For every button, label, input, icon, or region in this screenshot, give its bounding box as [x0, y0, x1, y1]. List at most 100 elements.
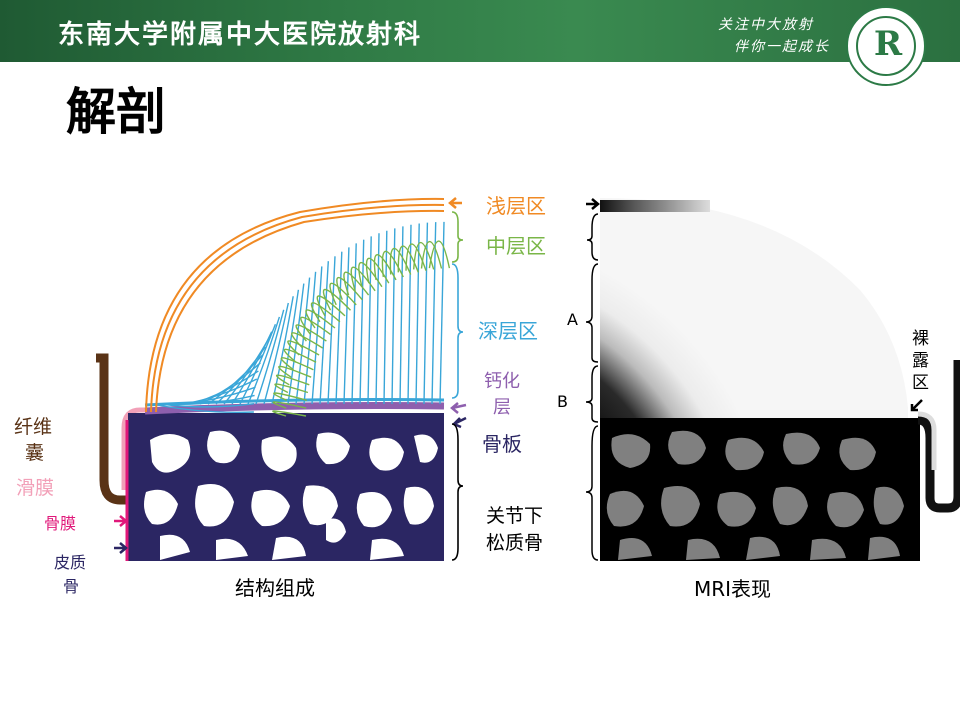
- deep-zone-fibers: [151, 221, 445, 414]
- middle-arcade: [272, 410, 307, 417]
- logo-ring: R: [856, 16, 916, 76]
- deep-fiber: [383, 230, 388, 405]
- slogan-line-1: 关注中大放射: [718, 17, 814, 33]
- middle-arcade: [350, 266, 376, 292]
- deep-fiber: [423, 222, 429, 405]
- label-bracket-b: B: [557, 392, 568, 411]
- deep-fiber: [327, 256, 336, 405]
- superficial-zone: [145, 197, 445, 413]
- label-superficial: 浅层区: [486, 194, 546, 218]
- middle-arcade: [276, 374, 310, 386]
- calcified-arrow-icon: [450, 402, 467, 414]
- middle-arcade: [310, 302, 341, 323]
- middle-zone-arcades: [272, 240, 451, 417]
- label-calcified-1: 钙化: [484, 371, 520, 392]
- deep-fiber: [159, 403, 255, 408]
- middle-arcade: [300, 316, 331, 335]
- mri-cartilage: [600, 198, 908, 560]
- middle-arcade: [373, 254, 397, 281]
- superficial-arrow-icon: [448, 197, 462, 209]
- middle-bracket: [451, 211, 464, 263]
- deep-fiber: [359, 239, 365, 405]
- bare-area-arrow-icon: [910, 399, 923, 412]
- trabecular-spaces: [144, 430, 438, 560]
- deep-fiber: [295, 277, 311, 405]
- caption-mri: MRI表现: [694, 577, 772, 601]
- label-bare-area-1: 裸: [912, 329, 929, 349]
- label-cortical-2: 骨: [63, 577, 80, 596]
- label-bare-area-3: 区: [912, 373, 929, 393]
- middle-arcade: [272, 401, 307, 409]
- mri-capsule: [917, 360, 960, 513]
- deep-fiber: [311, 266, 323, 405]
- mri-superficial-band: [600, 200, 710, 212]
- deep-fiber: [239, 323, 277, 405]
- cortical-arrow-icon: [114, 542, 128, 554]
- middle-arcade: [274, 383, 309, 394]
- label-bracket-a: A: [567, 310, 578, 329]
- middle-arcade: [280, 357, 314, 371]
- label-cancellous-2: 松质骨: [486, 532, 544, 554]
- deep-fiber: [255, 309, 285, 405]
- middle-arcade: [420, 241, 443, 269]
- deep-fiber: [415, 223, 420, 405]
- logo-letter: R: [873, 24, 903, 64]
- deep-fiber: [247, 316, 281, 405]
- label-fibrous-capsule-2: 囊: [25, 442, 45, 464]
- mri-bracket-b: [585, 365, 599, 423]
- mri-synovium: [917, 411, 937, 470]
- middle-arcade: [329, 282, 357, 306]
- deep-fiber: [287, 283, 305, 405]
- middle-arcade: [343, 271, 370, 296]
- mri-middle-bracket: [586, 213, 599, 261]
- deep-fiber: [319, 261, 329, 405]
- deep-fiber: [399, 226, 404, 405]
- middle-arcade: [336, 277, 363, 301]
- deep-fiber: [391, 228, 396, 405]
- zone-markers: [114, 197, 467, 561]
- label-periosteum: 骨膜: [44, 514, 77, 533]
- label-calcified-2: 层: [493, 397, 511, 418]
- middle-arcade: [316, 295, 346, 317]
- deep-fiber: [343, 247, 350, 405]
- institution-name: 东南大学附属中大医院放射科: [58, 20, 423, 50]
- caption-structure: 结构组成: [235, 576, 315, 600]
- middle-arcade: [428, 240, 451, 269]
- periosteum-arrow-icon: [114, 515, 128, 527]
- page-title: 解剖: [66, 83, 166, 141]
- label-synovium: 滑膜: [16, 477, 55, 499]
- label-middle: 中层区: [486, 234, 546, 258]
- middle-arcade: [287, 340, 320, 356]
- middle-arcade: [273, 392, 307, 401]
- deep-fiber: [407, 224, 412, 405]
- mri-markers: [585, 198, 923, 561]
- deep-fiber: [151, 403, 254, 414]
- middle-arcade: [305, 309, 336, 329]
- label-cancellous-1: 关节下: [486, 505, 544, 527]
- deep-fiber: [263, 302, 289, 405]
- fibrous-capsule: [96, 353, 132, 505]
- mri-cancellous-bracket: [585, 425, 599, 561]
- mri-superficial-arrow-icon: [586, 198, 600, 210]
- middle-arcade: [283, 348, 317, 363]
- header-banner: 东南大学附属中大医院放射科 关注中大放射 伴你一起成长: [0, 0, 960, 62]
- label-fibrous-capsule-1: 纤维: [14, 416, 53, 438]
- deep-fiber: [439, 221, 445, 405]
- middle-arcade: [322, 289, 351, 311]
- cancellous-bracket: [451, 423, 464, 561]
- deep-fiber: [335, 251, 343, 405]
- label-cortical-1: 皮质: [54, 553, 87, 572]
- middle-arcade: [295, 324, 327, 342]
- mri-bracket-a: [585, 263, 599, 363]
- slogan-line-2: 伴你一起成长: [734, 39, 830, 55]
- deep-fiber: [375, 233, 380, 405]
- middle-arcade: [291, 332, 323, 349]
- deep-fiber: [351, 243, 357, 405]
- label-bare-area-2: 露: [912, 351, 929, 371]
- label-subchondral-plate: 骨板: [482, 432, 522, 456]
- hospital-logo: R: [846, 6, 926, 86]
- deep-fiber: [367, 236, 372, 405]
- deep-bracket: [451, 263, 464, 399]
- deep-fiber: [231, 331, 273, 405]
